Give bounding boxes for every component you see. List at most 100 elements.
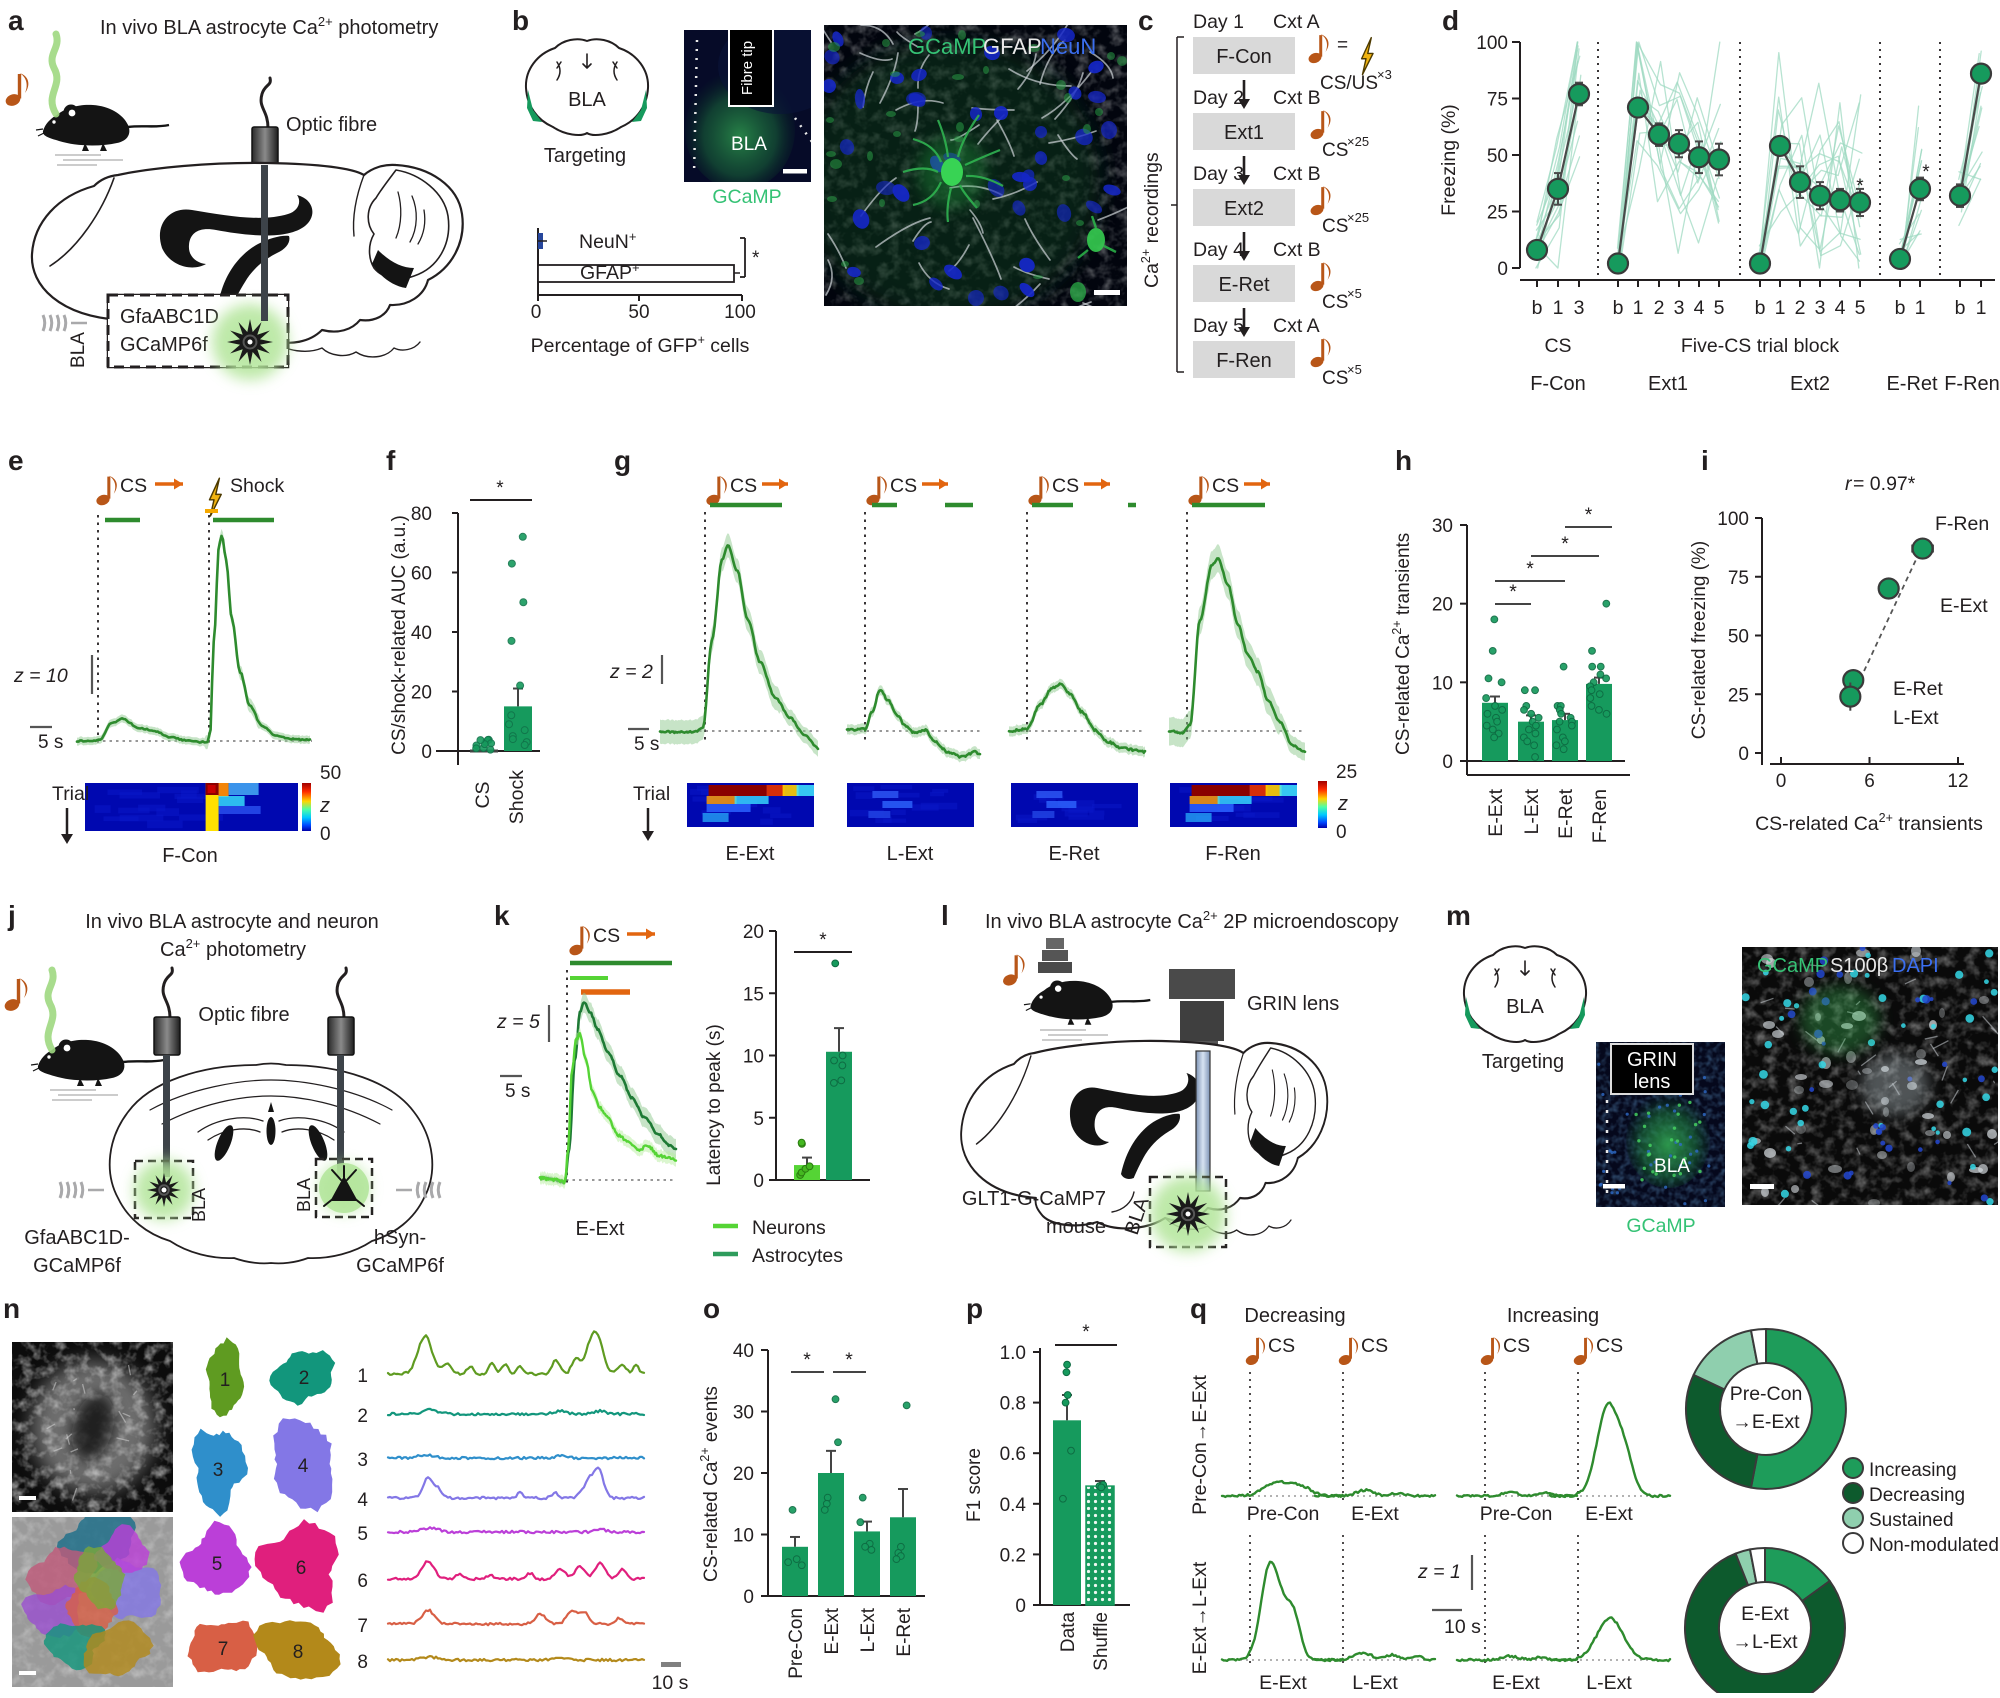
svg-text:Five-CS trial block: Five-CS trial block bbox=[1681, 335, 1839, 357]
svg-text:z = 5: z = 5 bbox=[496, 1011, 540, 1033]
svg-text:4: 4 bbox=[298, 1456, 309, 1477]
svg-text:GCaMP6f: GCaMP6f bbox=[356, 1255, 444, 1277]
svg-text:40: 40 bbox=[733, 1341, 754, 1362]
svg-text:E-Ext: E-Ext bbox=[1741, 1603, 1789, 1625]
svg-text:In vivo BLA astrocyte Ca2+ 2P: In vivo BLA astrocyte Ca2+ 2P microendos… bbox=[985, 908, 1399, 933]
svg-text:5 s: 5 s bbox=[505, 1081, 530, 1102]
svg-text:b: b bbox=[1613, 297, 1624, 319]
svg-text:Shuffle: Shuffle bbox=[1091, 1612, 1112, 1671]
svg-text:5: 5 bbox=[1714, 297, 1725, 319]
svg-text:CS: CS bbox=[1322, 140, 1348, 161]
svg-text:8: 8 bbox=[293, 1642, 304, 1663]
svg-text:5: 5 bbox=[1855, 297, 1866, 319]
svg-text:e: e bbox=[8, 445, 24, 476]
svg-text:m: m bbox=[1446, 900, 1471, 931]
svg-text:3: 3 bbox=[357, 1450, 368, 1471]
svg-text:*: * bbox=[752, 248, 760, 269]
svg-text:Day 1: Day 1 bbox=[1193, 11, 1244, 33]
svg-text:Pre-Con: Pre-Con bbox=[786, 1608, 807, 1679]
svg-text:0: 0 bbox=[753, 1171, 764, 1192]
svg-text:S100β: S100β bbox=[1830, 955, 1888, 977]
svg-text:l: l bbox=[941, 900, 949, 931]
svg-text:Pre-Con→E-Ext: Pre-Con→E-Ext bbox=[1189, 1375, 1211, 1515]
svg-text:10 s: 10 s bbox=[652, 1672, 689, 1693]
svg-text:3: 3 bbox=[1815, 297, 1826, 319]
svg-text:z = 2: z = 2 bbox=[609, 661, 653, 683]
svg-text:50: 50 bbox=[1487, 146, 1508, 167]
svg-text:b: b bbox=[1895, 297, 1906, 319]
svg-text:CS: CS bbox=[120, 475, 147, 497]
svg-text:×25: ×25 bbox=[1347, 210, 1369, 225]
svg-text:Cxt A: Cxt A bbox=[1273, 315, 1320, 337]
svg-text:1: 1 bbox=[220, 1370, 231, 1391]
svg-text:30: 30 bbox=[1432, 516, 1453, 537]
svg-text:Ext2: Ext2 bbox=[1224, 198, 1264, 220]
svg-text:3: 3 bbox=[213, 1460, 224, 1481]
svg-text:CS-related Ca2+ transients: CS-related Ca2+ transients bbox=[1390, 533, 1414, 755]
svg-text:Non-modulated: Non-modulated bbox=[1869, 1535, 1999, 1556]
svg-text:0: 0 bbox=[421, 742, 432, 763]
svg-text:0.6: 0.6 bbox=[1000, 1444, 1026, 1465]
svg-text:5: 5 bbox=[357, 1524, 368, 1545]
svg-text:0: 0 bbox=[1336, 822, 1347, 843]
svg-text:F-Con: F-Con bbox=[1216, 46, 1272, 68]
svg-text:E-Ext: E-Ext bbox=[576, 1218, 625, 1240]
svg-text:E-Ext: E-Ext bbox=[1259, 1672, 1307, 1693]
svg-text:E-Ret: E-Ret bbox=[1893, 678, 1943, 700]
svg-text:Shock: Shock bbox=[230, 475, 284, 497]
svg-text:F-Ren: F-Ren bbox=[1589, 789, 1611, 843]
svg-text:CS/US: CS/US bbox=[1320, 73, 1378, 94]
svg-text:GRIN lens: GRIN lens bbox=[1247, 993, 1339, 1015]
svg-text:100: 100 bbox=[1717, 509, 1749, 530]
svg-text:CS: CS bbox=[1052, 475, 1079, 497]
svg-text:10 s: 10 s bbox=[1444, 1616, 1481, 1638]
svg-text:Ca2+ recordings: Ca2+ recordings bbox=[1139, 152, 1163, 288]
svg-text:BLA: BLA bbox=[1506, 996, 1544, 1018]
svg-text:Cxt B: Cxt B bbox=[1273, 163, 1321, 185]
svg-text:0.8: 0.8 bbox=[1000, 1394, 1026, 1415]
svg-text:Fibre tip: Fibre tip bbox=[739, 41, 756, 95]
svg-text:Targeting: Targeting bbox=[544, 145, 626, 167]
svg-text:q: q bbox=[1190, 1293, 1207, 1324]
svg-text:F1 score: F1 score bbox=[964, 1448, 985, 1522]
svg-text:*: * bbox=[1856, 176, 1864, 197]
svg-text:0: 0 bbox=[1015, 1596, 1026, 1617]
svg-text:BLA: BLA bbox=[68, 332, 89, 368]
svg-text:CS: CS bbox=[1596, 1335, 1623, 1357]
svg-text:1: 1 bbox=[1553, 297, 1564, 319]
svg-text:4: 4 bbox=[357, 1490, 368, 1511]
svg-text:0: 0 bbox=[531, 302, 542, 323]
svg-text:*: * bbox=[1922, 162, 1930, 183]
svg-text:0.2: 0.2 bbox=[1000, 1545, 1026, 1566]
svg-text:NeuN+: NeuN+ bbox=[579, 229, 636, 253]
svg-text:2: 2 bbox=[357, 1406, 368, 1427]
svg-text:CS-related freezing (%): CS-related freezing (%) bbox=[1689, 541, 1710, 740]
svg-text:×5: ×5 bbox=[1347, 286, 1362, 301]
svg-text:0: 0 bbox=[1738, 744, 1749, 765]
svg-text:80: 80 bbox=[411, 504, 432, 525]
svg-text:25: 25 bbox=[1487, 203, 1508, 224]
svg-text:BLA: BLA bbox=[568, 89, 606, 111]
svg-text:100: 100 bbox=[724, 302, 756, 323]
svg-text:E-Ret: E-Ret bbox=[1048, 843, 1100, 865]
svg-text:50: 50 bbox=[320, 763, 341, 784]
svg-text:Ext1: Ext1 bbox=[1224, 122, 1264, 144]
svg-text:z = 1: z = 1 bbox=[1417, 1561, 1461, 1583]
svg-text:Cxt B: Cxt B bbox=[1273, 87, 1321, 109]
svg-text:8: 8 bbox=[357, 1652, 368, 1673]
svg-text:20: 20 bbox=[1432, 595, 1453, 616]
svg-text:10: 10 bbox=[733, 1526, 754, 1547]
svg-text:Day 2: Day 2 bbox=[1193, 87, 1244, 109]
svg-text:0: 0 bbox=[1497, 259, 1508, 280]
svg-text:E-Ext: E-Ext bbox=[726, 843, 775, 865]
svg-text:f: f bbox=[386, 445, 396, 476]
svg-text:z: z bbox=[319, 795, 330, 817]
svg-text:0: 0 bbox=[1442, 752, 1453, 773]
svg-text:20: 20 bbox=[743, 922, 764, 943]
svg-text:CS: CS bbox=[1544, 335, 1571, 357]
svg-text:CS: CS bbox=[1361, 1335, 1388, 1357]
svg-text:= 0.97*: = 0.97* bbox=[1853, 473, 1916, 495]
svg-text:10: 10 bbox=[1432, 673, 1453, 694]
svg-text:BLA: BLA bbox=[1654, 1156, 1690, 1177]
svg-text:Data: Data bbox=[1058, 1612, 1079, 1653]
